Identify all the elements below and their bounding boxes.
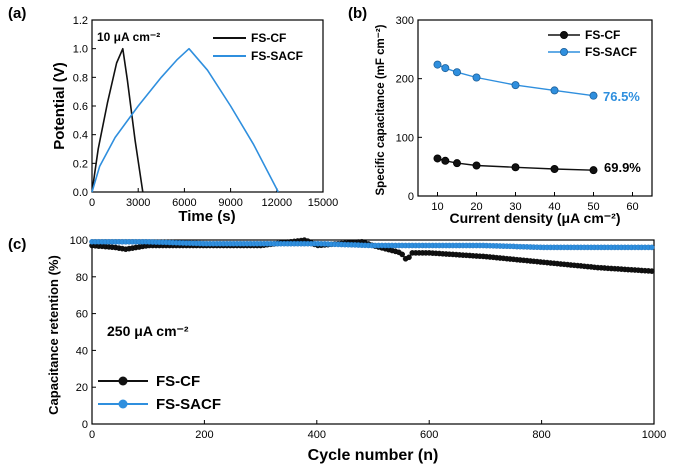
x-tick-label: 6000 [172, 197, 196, 209]
y-tick-label: 0 [82, 419, 88, 431]
panel-b-cf-retention-label: 69.9% [604, 160, 641, 175]
legend-c-fs-sacf-marker [118, 399, 128, 409]
panel-a: (a) 0 3000 6000 9000 12000 15000 0.0 0.2 0.4 0.6… [8, 5, 338, 225]
x-tick-label: 800 [532, 429, 550, 441]
series-fs-sacf-point [452, 68, 461, 77]
x-tick-label: 1000 [642, 429, 666, 441]
panel-b-sacf-retention-label: 76.5% [603, 89, 640, 104]
panel-a-y-ticks: 0.0 0.2 0.4 0.6 0.8 1.0 1.2 [73, 15, 96, 199]
legend-c-fs-sacf: FS-SACF [156, 396, 221, 413]
panel-b-y-ticks: 0 100 200 300 [396, 15, 422, 203]
panel-a-series [91, 47, 280, 193]
x-tick-label: 60 [626, 201, 638, 213]
series-fs-cf-point [433, 154, 442, 163]
legend-b-fs-sacf-marker [560, 48, 569, 57]
legend-a-fs-sacf: FS-SACF [251, 49, 303, 63]
x-tick-label: 0 [89, 197, 95, 209]
panel-c-legend: FS-CF FS-SACF [98, 373, 221, 413]
panel-a-x-label: Time (s) [178, 208, 235, 225]
series-fs-cf-point [511, 163, 520, 172]
y-tick-label: 80 [76, 272, 88, 284]
x-tick-label: 15000 [308, 197, 339, 209]
x-tick-label: 600 [420, 429, 438, 441]
y-tick-label: 0.4 [73, 130, 88, 142]
panel-c-annotation: 250 μA cm⁻² [107, 323, 189, 339]
x-tick-label: 0 [89, 429, 95, 441]
y-tick-label: 0.0 [73, 187, 88, 199]
panel-c-label: (c) [8, 236, 26, 253]
x-tick-label: 30 [509, 201, 521, 213]
panel-b-legend: FS-CF FS-SACF [548, 28, 637, 59]
series-fs-cf-line [91, 47, 144, 193]
panel-c-y-ticks: 0 20 40 60 80 100 [70, 235, 96, 431]
y-tick-label: 0.6 [73, 101, 88, 113]
y-tick-label: 1.2 [73, 15, 88, 27]
y-tick-label: 1.0 [73, 44, 88, 56]
panel-c-frame [91, 239, 655, 425]
panel-a-label: (a) [8, 5, 26, 22]
panel-a-annotation: 10 μA cm⁻² [97, 30, 160, 44]
panel-b-series [433, 60, 598, 175]
series-fs-sacf-point [511, 81, 520, 90]
panel-a-y-label: Potential (V) [51, 62, 68, 150]
x-tick-label: 9000 [218, 197, 242, 209]
x-tick-label: 20 [470, 201, 482, 213]
panel-b-frame [417, 19, 653, 197]
series-fs-sacf-point [433, 60, 442, 69]
panel-c: (c) 0 200 400 600 800 1000 0 20 40 60 80 100 Cycle… [8, 235, 666, 464]
legend-b-fs-cf-marker [560, 30, 569, 39]
panel-a-legend: FS-CF FS-SACF [213, 31, 303, 63]
series-fs-sacf-point [649, 244, 655, 251]
x-tick-label: 50 [587, 201, 599, 213]
legend-b-fs-sacf: FS-SACF [585, 45, 637, 59]
panel-a-frame [91, 19, 324, 193]
x-tick-label: 10 [431, 201, 443, 213]
series-fs-sacf-point [589, 91, 598, 100]
series-fs-cf-point [399, 251, 406, 258]
x-tick-label: 40 [548, 201, 560, 213]
panel-c-x-label: Cycle number (n) [308, 447, 439, 464]
series-fs-sacf-point [550, 86, 559, 95]
y-tick-label: 0 [408, 191, 414, 203]
y-tick-label: 60 [76, 309, 88, 321]
series-fs-cf-point [472, 161, 481, 170]
x-tick-label: 12000 [262, 197, 293, 209]
y-tick-label: 40 [76, 345, 88, 357]
x-tick-label: 400 [308, 429, 326, 441]
y-tick-label: 100 [70, 235, 88, 247]
panel-b-y-label: Specific capacitance (mF cm⁻²) [375, 24, 387, 195]
series-fs-sacf-point [472, 73, 481, 82]
series-fs-sacf-point [441, 64, 450, 73]
x-tick-label: 3000 [126, 197, 150, 209]
series-fs-cf-point [550, 165, 559, 174]
panel-c-x-ticks: 0 200 400 600 800 1000 [89, 420, 666, 441]
series-fs-sacf-line [437, 63, 594, 97]
y-tick-label: 0.2 [73, 158, 88, 170]
y-tick-label: 200 [396, 74, 414, 86]
legend-a-fs-cf: FS-CF [251, 31, 286, 45]
panel-b-label: (b) [348, 5, 367, 22]
series-fs-cf-point [441, 156, 450, 165]
y-tick-label: 300 [396, 15, 414, 27]
series-fs-cf-point [452, 159, 461, 168]
panel-a-x-ticks: 0 3000 6000 9000 12000 15000 [89, 188, 338, 209]
legend-c-fs-cf-marker [118, 376, 128, 386]
series-fs-cf-point [649, 268, 655, 274]
y-tick-label: 100 [396, 132, 414, 144]
series-fs-sacf-line [91, 47, 280, 193]
y-tick-label: 20 [76, 382, 88, 394]
panel-c-series [89, 237, 655, 274]
panel-c-y-label: Capacitance retention (%) [46, 255, 61, 415]
legend-c-fs-cf: FS-CF [156, 373, 200, 390]
series-fs-cf-point [589, 166, 598, 175]
y-tick-label: 0.8 [73, 72, 88, 84]
x-tick-label: 200 [195, 429, 213, 441]
panel-b-x-label: Current density (μA cm⁻²) [449, 210, 620, 226]
panel-b-x-ticks: 10 20 30 40 50 60 [431, 192, 639, 213]
legend-b-fs-cf: FS-CF [585, 28, 620, 42]
series-fs-cf-point [406, 254, 412, 261]
panel-b: (b) 10 20 30 40 50 60 0 100 200 300 Current dens… [348, 5, 653, 226]
